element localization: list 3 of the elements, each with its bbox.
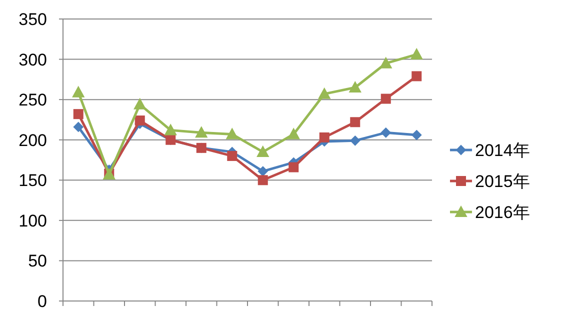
- legend-label: 2015年: [475, 172, 530, 191]
- legend-label: 2014年: [475, 141, 530, 160]
- legend-label: 2016年: [475, 203, 530, 222]
